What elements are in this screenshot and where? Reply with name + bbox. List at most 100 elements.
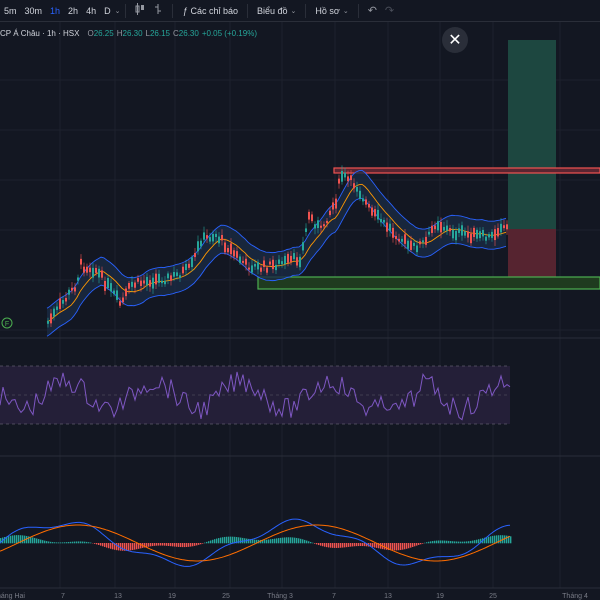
undo-icon[interactable]: ↶ bbox=[367, 5, 377, 17]
macd-histogram-bar bbox=[62, 542, 64, 544]
timeframe-5m[interactable]: 5m bbox=[4, 5, 17, 16]
candle-body bbox=[431, 225, 433, 233]
chart-type-button[interactable]: Biểu đồ ⌄ bbox=[253, 6, 300, 16]
candle-body bbox=[197, 241, 199, 252]
candle-body bbox=[380, 219, 382, 223]
candle-style-icon[interactable] bbox=[131, 3, 149, 18]
candle-body bbox=[287, 253, 289, 263]
macd-histogram-bar bbox=[352, 543, 354, 547]
macd-histogram-bar bbox=[0, 538, 2, 544]
timeframe-dropdown-icon[interactable]: ⌄ bbox=[114, 7, 121, 15]
support-box[interactable] bbox=[257, 276, 600, 290]
macd-histogram-bar bbox=[398, 543, 400, 551]
timeframe-2h[interactable]: 2h bbox=[68, 5, 79, 16]
macd-histogram-bar bbox=[136, 543, 138, 550]
candle-body bbox=[179, 275, 181, 279]
macd-histogram-bar bbox=[206, 541, 208, 544]
open-key: O bbox=[87, 28, 94, 38]
candle-body bbox=[134, 282, 136, 288]
symbol-name[interactable]: CP Á Châu · 1h · HSX bbox=[0, 28, 80, 38]
candle-body bbox=[323, 224, 325, 227]
macd-histogram-bar bbox=[274, 538, 276, 544]
macd-histogram-bar bbox=[342, 543, 344, 548]
timeframe-1h[interactable]: 1h bbox=[50, 5, 61, 16]
macd-histogram-bar bbox=[32, 537, 34, 544]
candle-body bbox=[395, 236, 397, 239]
candle-body bbox=[92, 267, 94, 278]
time-axis[interactable]: tháng Hai 7 13 19 25 Tháng 3 7 13 19 25 Tháng 4 bbox=[0, 593, 588, 600]
timeframe-4h[interactable]: 4h bbox=[86, 5, 97, 16]
macd-histogram-bar bbox=[392, 543, 394, 551]
macd-histogram-bar bbox=[380, 543, 382, 549]
macd-histogram-bar bbox=[34, 537, 36, 544]
candle-body bbox=[191, 257, 193, 268]
candle-body bbox=[218, 236, 220, 244]
macd-histogram-bar bbox=[198, 543, 200, 545]
candle-body bbox=[248, 267, 250, 270]
macd-histogram-bar bbox=[338, 543, 340, 548]
macd-histogram-bar bbox=[492, 535, 494, 544]
macd-histogram-bar bbox=[146, 543, 148, 548]
candle-body bbox=[497, 228, 499, 237]
candle-body bbox=[359, 190, 361, 199]
candle-body bbox=[119, 301, 121, 306]
bar-style-icon[interactable] bbox=[149, 3, 167, 18]
macd-histogram-bar bbox=[232, 536, 234, 544]
macd-histogram-bar bbox=[82, 541, 84, 544]
candle-body bbox=[332, 202, 334, 210]
macd-histogram-bar bbox=[194, 543, 196, 546]
macd-histogram-bar bbox=[310, 541, 312, 544]
macd-histogram-bar bbox=[284, 537, 286, 544]
macd-histogram-bar bbox=[334, 543, 336, 548]
macd-histogram-bar bbox=[430, 541, 432, 544]
candle-body bbox=[326, 220, 328, 224]
resistance-box[interactable] bbox=[333, 167, 600, 174]
macd-histogram-bar bbox=[358, 543, 360, 547]
macd-histogram-bar bbox=[440, 540, 442, 544]
flag-marker[interactable] bbox=[1, 317, 13, 329]
macd-histogram-bar bbox=[40, 539, 42, 544]
candle-body bbox=[128, 283, 130, 289]
macd-histogram-bar bbox=[344, 543, 346, 548]
candle-body bbox=[113, 290, 115, 295]
macd-histogram-bar bbox=[366, 543, 368, 547]
candle-body bbox=[494, 229, 496, 241]
target-zone[interactable] bbox=[508, 40, 556, 229]
macd-histogram-bar bbox=[10, 535, 12, 544]
macd-histogram-bar bbox=[162, 543, 164, 546]
macd-histogram-bar bbox=[174, 543, 176, 547]
macd-histogram-bar bbox=[250, 539, 252, 544]
macd-histogram-bar bbox=[242, 537, 244, 544]
macd-histogram-bar bbox=[20, 535, 22, 544]
low-key: L bbox=[145, 28, 150, 38]
close-icon[interactable]: ✕ bbox=[442, 27, 468, 53]
profile-button[interactable]: Hồ sơ ⌄ bbox=[311, 6, 352, 16]
macd-histogram-bar bbox=[204, 542, 206, 544]
candle-body bbox=[71, 287, 73, 291]
redo-icon[interactable]: ↷ bbox=[384, 5, 395, 17]
candle-body bbox=[491, 231, 493, 238]
candle-body bbox=[341, 170, 343, 182]
macd-histogram-bar bbox=[498, 535, 500, 544]
candle-body bbox=[239, 256, 241, 263]
candle-body bbox=[404, 234, 406, 244]
candle-body bbox=[143, 280, 145, 284]
candle-body bbox=[503, 225, 505, 229]
symbol-legend: CP Á Châu · 1h · HSX O 26.25 H 26.30 L 26.1… bbox=[0, 26, 260, 40]
macd-histogram-bar bbox=[248, 538, 250, 544]
macd-histogram-bar bbox=[74, 541, 76, 544]
candle-body bbox=[365, 199, 367, 205]
macd-histogram-bar bbox=[120, 543, 122, 551]
macd-histogram-bar bbox=[386, 543, 388, 550]
macd-histogram-bar bbox=[300, 538, 302, 544]
bollinger-fill-area bbox=[47, 170, 506, 337]
macd-histogram-bar bbox=[86, 541, 88, 544]
candle-body bbox=[86, 266, 88, 273]
macd-histogram-bar bbox=[150, 543, 152, 547]
indicators-button[interactable]: ƒ Các chỉ báo bbox=[178, 6, 242, 16]
macd-histogram-bar bbox=[354, 543, 356, 547]
macd-histogram-bar bbox=[472, 540, 474, 544]
timeframe-d[interactable]: D bbox=[104, 5, 111, 16]
timeframe-30m[interactable]: 30m bbox=[24, 5, 43, 16]
